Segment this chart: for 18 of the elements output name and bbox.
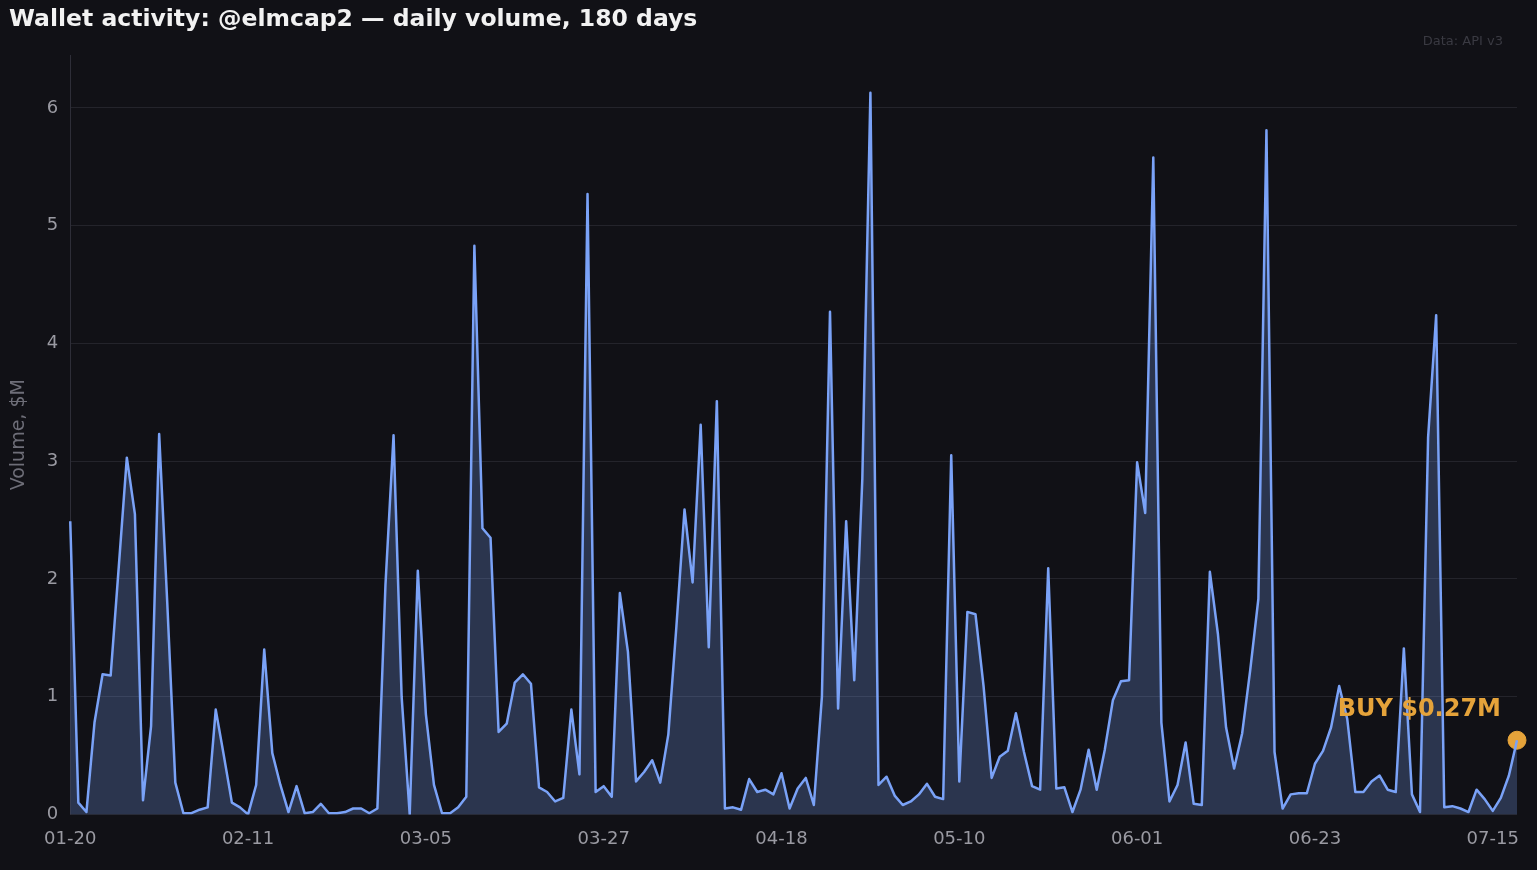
y-axis-title: Volume, $M: [6, 379, 29, 491]
x-tick-label: 04-18: [755, 826, 808, 848]
y-tick-label: 3: [46, 448, 59, 470]
x-tick-label: 03-05: [399, 826, 453, 848]
y-tick-label: 6: [46, 95, 59, 117]
y-tick-label: 4: [46, 331, 59, 353]
x-tick-label: 06-01: [1110, 826, 1164, 848]
x-tick-label: 05-10: [933, 826, 986, 848]
x-tick-label: 01-20: [44, 826, 97, 848]
chart-title: Wallet activity: @elmcap2 — daily volume, 180 days: [9, 4, 698, 32]
x-tick-label: 02-11: [221, 826, 275, 848]
y-tick-label: 0: [46, 802, 59, 824]
y-tick-label: 1: [46, 684, 59, 706]
x-tick-label: 06-23: [1288, 826, 1342, 848]
y-tick-label: 2: [46, 566, 59, 588]
x-tick-label: 07-15: [1466, 826, 1519, 848]
x-tick-label: 03-27: [577, 826, 630, 848]
y-tick-label: 5: [46, 213, 59, 235]
